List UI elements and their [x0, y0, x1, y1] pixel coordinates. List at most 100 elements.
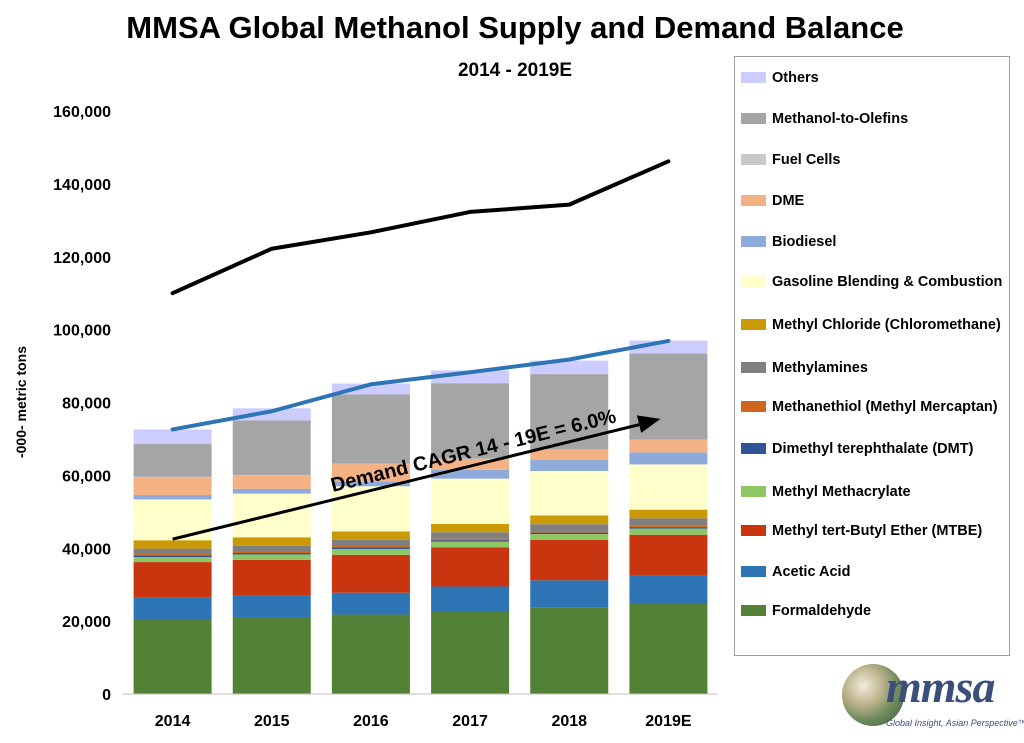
bar-segment	[232, 488, 311, 494]
legend-item: Methylamines	[741, 357, 1007, 379]
bar-segment	[331, 486, 410, 532]
y-axis-label: -000- metric tons	[13, 346, 29, 458]
bar-segment	[431, 478, 510, 524]
bar-segment	[530, 471, 609, 516]
bar-segment	[133, 444, 212, 477]
legend-label: Methylamines	[772, 360, 868, 376]
legend-label: Biodiesel	[772, 234, 837, 250]
legend-item: DME	[741, 190, 1007, 212]
supply-line	[170, 159, 671, 296]
bar-segment	[232, 552, 311, 555]
x-tick-label: 2017	[452, 713, 488, 730]
legend-item: Gasoline Blending & Combustion	[741, 271, 1007, 293]
bar-segment	[232, 554, 311, 560]
x-tick-label: 2019E	[645, 713, 692, 730]
bar-segment	[331, 614, 410, 694]
legend-label: Methanethiol (Methyl Mercaptan)	[772, 399, 998, 415]
legend-label: DME	[772, 193, 805, 209]
bar-segment	[133, 556, 212, 563]
legend-swatch	[741, 319, 766, 330]
bar-segment	[530, 532, 609, 535]
legend-label: Methyl Chloride (Chloromethane)	[772, 317, 1001, 333]
bar-segment	[331, 554, 410, 593]
legend-item: Methanethiol (Methyl Mercaptan)	[741, 396, 1007, 418]
chart-plot: -000- metric tons 0 20,000 40,000 60,000 80,…	[13, 104, 718, 730]
x-tick-label: 2014	[155, 713, 191, 730]
bar-segment	[331, 481, 410, 487]
logo-wordmark: mmsa	[886, 661, 995, 712]
bar-segment	[133, 499, 212, 541]
bar-segment	[232, 420, 311, 476]
legend-item: Dimethyl terephthalate (DMT)	[741, 438, 1007, 460]
legend-label: Methanol-to-Olefins	[772, 111, 909, 127]
bar-segment	[431, 547, 510, 587]
legend-swatch	[741, 525, 766, 536]
bar-segment	[331, 383, 410, 395]
bar-segment	[530, 531, 609, 533]
bar-segment	[133, 562, 212, 598]
bar-segment	[629, 440, 708, 453]
legend-swatch	[741, 154, 766, 165]
bar-segment	[530, 539, 609, 581]
bar-segment	[133, 477, 212, 496]
y-tick-label: 80,000	[62, 396, 111, 413]
bar-segment	[530, 534, 609, 540]
chart-subtitle: 2014 - 2019E	[457, 60, 573, 81]
bar-segment	[431, 523, 510, 533]
legend-swatch	[741, 195, 766, 206]
bar-segment	[530, 580, 609, 608]
legend: Others Methanol-to-Olefins Fuel Cells DME Bi…	[734, 56, 1010, 656]
cagr-arrow-shaft	[172, 421, 647, 541]
bar-segment	[331, 592, 410, 615]
bar-segment	[431, 540, 510, 542]
bar-segment	[530, 524, 609, 532]
bar-segment	[232, 408, 311, 421]
bar-segment	[431, 469, 510, 479]
bar-segment	[629, 518, 708, 526]
bar-segment	[431, 586, 510, 613]
x-tick-label: 2015	[254, 713, 290, 730]
legend-item: Methanol-to-Olefins	[741, 108, 1007, 130]
bar-segment	[133, 554, 212, 556]
logo-tagline: Global Insight, Asian Perspective™	[886, 718, 1024, 728]
y-tick-label: 0	[102, 687, 111, 704]
bar-segment	[133, 548, 212, 555]
legend-item: Acetic Acid	[741, 561, 1007, 583]
bar-segment	[530, 449, 609, 461]
y-tick-label: 60,000	[62, 468, 111, 485]
bar-segment	[431, 383, 510, 459]
legend-swatch	[741, 113, 766, 124]
x-tick-label: 2016	[353, 713, 389, 730]
bar-segment	[232, 475, 311, 489]
bar-segment	[530, 460, 609, 472]
legend-label: Methyl tert-Butyl Ether (MTBE)	[772, 523, 983, 539]
bar-segment	[431, 612, 510, 694]
legend-item: Biodiesel	[741, 231, 1007, 253]
bar-segment	[133, 555, 212, 557]
x-tick-label: 2018	[551, 713, 587, 730]
bar-segment	[629, 527, 708, 529]
globe-icon	[842, 664, 904, 726]
bar-segment	[133, 540, 212, 549]
legend-swatch	[741, 443, 766, 454]
legend-swatch	[741, 566, 766, 577]
bar-segment	[431, 458, 510, 470]
bar-segment	[133, 597, 212, 621]
bar-segment	[629, 575, 708, 604]
legend-swatch	[741, 362, 766, 373]
bar-segment	[331, 547, 410, 549]
legend-swatch	[741, 276, 766, 287]
bar-segment	[133, 620, 212, 694]
chart-title: MMSA Global Methanol Supply and Demand B…	[126, 10, 904, 45]
legend-item: Formaldehyde	[741, 600, 1007, 622]
bar-segment	[232, 551, 311, 553]
y-tick-label: 20,000	[62, 614, 111, 631]
legend-item: Methyl tert-Butyl Ether (MTBE)	[741, 520, 1007, 542]
bar-segment	[629, 525, 708, 528]
bar-segment	[133, 495, 212, 500]
legend-item: Others	[741, 67, 1007, 89]
bar-segment	[232, 537, 311, 546]
bar-segment	[331, 531, 410, 540]
bar-segment	[629, 464, 708, 510]
bar-segment	[629, 534, 708, 576]
